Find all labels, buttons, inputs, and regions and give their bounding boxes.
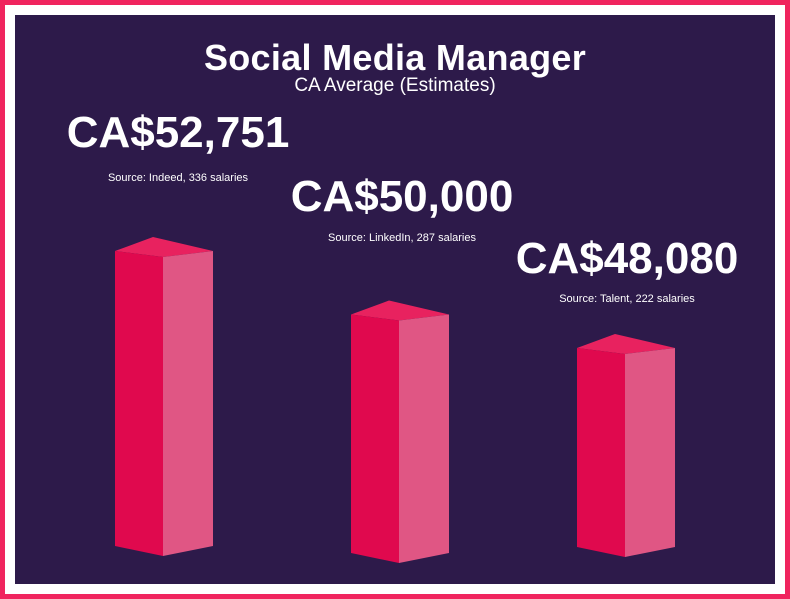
bar-front-talent xyxy=(577,348,625,557)
chart-title: Social Media Manager xyxy=(203,37,587,78)
source-label-talent: Source: Talent, 222 salaries xyxy=(559,293,695,305)
bar-chart: CA$52,751 Source: Indeed, 336 salaries CA$… xyxy=(67,108,739,563)
bar-front-linkedin xyxy=(351,314,399,563)
source-label-linkedin: Source: LinkedIn, 287 salaries xyxy=(328,232,476,244)
bar-side-talent xyxy=(625,348,675,557)
chart-panel: Social Media Manager CA Average (Estimat… xyxy=(15,15,775,584)
bar-top-indeed xyxy=(115,237,213,257)
bar-top-linkedin xyxy=(351,300,449,321)
bar-top-talent xyxy=(577,334,675,354)
bar-side-indeed xyxy=(163,251,213,556)
bar-front-indeed xyxy=(115,251,163,556)
bar-side-linkedin xyxy=(399,314,449,563)
value-label-indeed: CA$52,751 xyxy=(67,108,290,157)
source-label-indeed: Source: Indeed, 336 salaries xyxy=(108,172,249,184)
chart-subtitle: CA Average (Estimates) xyxy=(294,75,496,96)
value-label-talent: CA$48,080 xyxy=(516,234,739,283)
value-label-linkedin: CA$50,000 xyxy=(291,172,514,221)
